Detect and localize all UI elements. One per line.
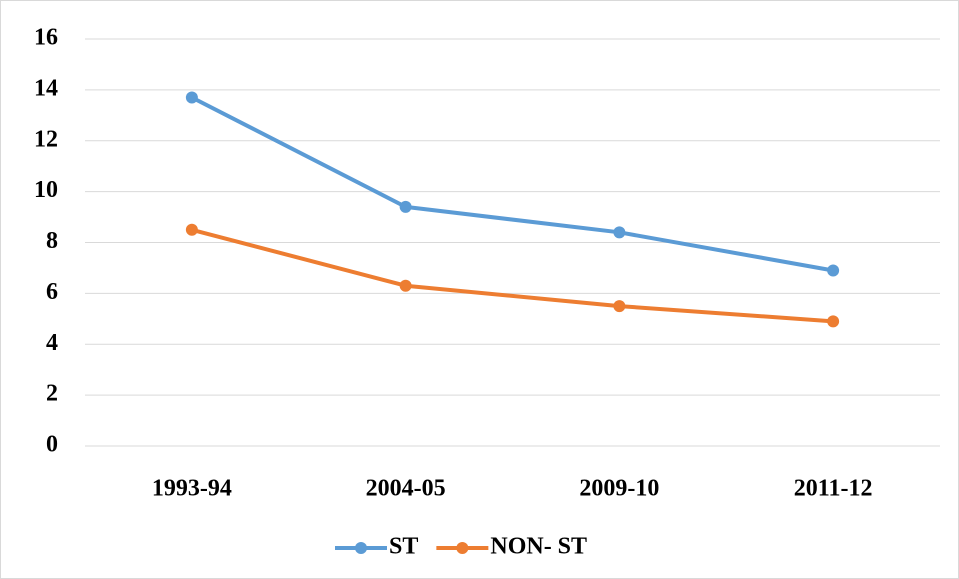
x-tick-label: 2011-12 — [794, 476, 873, 502]
y-tick-label: 4 — [46, 330, 58, 356]
legend-label: NON- ST — [490, 534, 587, 560]
y-tick-label: 6 — [46, 279, 58, 305]
data-point — [399, 200, 412, 213]
x-tick-label: 1993-94 — [152, 476, 232, 502]
data-point — [827, 264, 840, 277]
y-tick-label: 12 — [34, 126, 58, 152]
data-point — [827, 315, 840, 328]
legend-marker — [355, 542, 367, 554]
data-point — [399, 279, 412, 292]
data-point — [185, 91, 198, 104]
data-point — [613, 300, 626, 313]
data-point — [185, 223, 198, 236]
y-tick-label: 10 — [34, 177, 58, 203]
series-line — [190, 95, 834, 273]
legend-label: ST — [389, 534, 418, 560]
legend-marker — [456, 542, 469, 554]
y-tick-label: 2 — [46, 381, 58, 407]
x-tick-label: 2009-10 — [579, 476, 659, 502]
data-point — [613, 226, 626, 239]
series-line — [191, 227, 834, 324]
y-tick-label: 16 — [34, 25, 58, 51]
y-tick-label: 14 — [34, 75, 58, 101]
x-tick-label: 2004-05 — [366, 476, 446, 502]
y-tick-label: 0 — [46, 432, 58, 458]
y-tick-label: 8 — [46, 228, 58, 254]
